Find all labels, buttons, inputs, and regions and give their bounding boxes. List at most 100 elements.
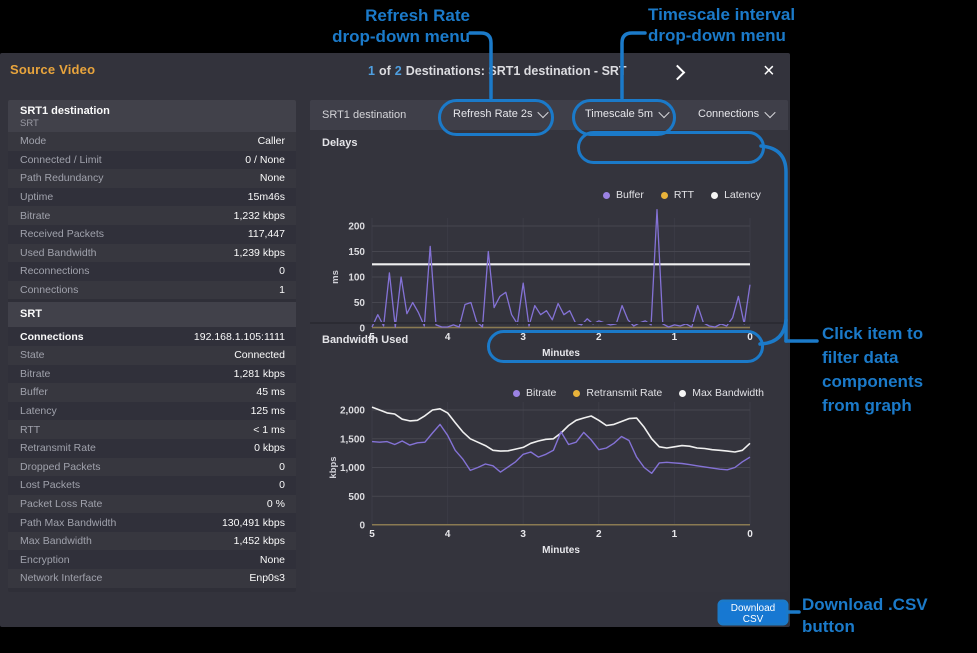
chevron-down-icon: [658, 106, 670, 119]
stat-label: Latency: [20, 405, 57, 418]
stat-value: 192.168.1.105:1111: [193, 330, 285, 343]
sidebar-stat-row: Reconnections 0: [8, 262, 296, 281]
stat-label: Path Redundancy: [20, 172, 104, 185]
stat-value: Enp0s3: [249, 572, 285, 585]
stat-value: 1,239 kbps: [233, 246, 285, 259]
dialog-title: 1 of 2 Destinations: SRT1 destination - SRT: [368, 64, 631, 78]
svg-text:ms: ms: [330, 270, 341, 284]
stat-value: 0: [279, 479, 285, 492]
close-icon[interactable]: ×: [763, 60, 775, 82]
stat-label: Retransmit Rate: [20, 442, 96, 455]
sidebar-stat-row: Used Bandwidth 1,239 kbps: [8, 243, 296, 263]
stat-value: None: [259, 553, 285, 566]
svg-text:1: 1: [672, 332, 678, 343]
svg-text:0: 0: [359, 324, 365, 335]
annotation-download-csv-note: Download .CSV button: [802, 594, 972, 638]
stat-value: Caller: [257, 135, 285, 148]
legend-label: Buffer: [616, 189, 644, 201]
bandwidth-legend: Bitrate Retransmit Rate Max Bandwidth: [513, 387, 764, 399]
svg-text:1,500: 1,500: [340, 434, 365, 445]
next-destination-chevron-icon[interactable]: [672, 64, 682, 82]
dialog-title-of: of: [378, 64, 391, 78]
sidebar-stat-row: Connections 192.168.1.105:1111: [8, 327, 296, 346]
refresh-rate-dropdown[interactable]: Refresh Rate 2s: [453, 106, 550, 120]
stat-label: Connections: [20, 284, 79, 297]
connections-dropdown[interactable]: Connections: [698, 106, 776, 120]
legend-item-rtt[interactable]: RTT: [660, 189, 695, 201]
stat-label: Packet Loss Rate: [20, 497, 103, 510]
annotation-refresh-rate-note: Refresh Rate drop-down menu: [300, 5, 470, 47]
legend-dot-icon: [711, 191, 719, 199]
source-video-link[interactable]: Source Video: [10, 62, 96, 77]
legend-item-max-bandwidth[interactable]: Max Bandwidth: [679, 387, 764, 399]
svg-text:4: 4: [445, 332, 451, 343]
sidebar-stat-row: Latency 125 ms: [8, 401, 296, 421]
stat-label: State: [20, 349, 45, 362]
sidebar-stat-row: Dropped Packets 0: [8, 457, 296, 477]
stat-value: < 1 ms: [253, 423, 285, 436]
stat-label: Buffer: [20, 386, 48, 399]
svg-text:1,000: 1,000: [340, 463, 365, 474]
sidebar-stat-row: Path Max Bandwidth 130,491 kbps: [8, 513, 296, 532]
annotation-line: drop-down menu: [332, 27, 470, 46]
download-csv-button[interactable]: Download CSV: [720, 602, 786, 625]
annotation-line: drop-down menu: [648, 26, 786, 45]
stat-label: Uptime: [20, 191, 54, 204]
stat-label: RTT: [20, 423, 41, 436]
chevron-down-icon: [537, 106, 550, 119]
stat-value: None: [259, 172, 285, 185]
stat-label: Bitrate: [20, 209, 51, 222]
legend-label: RTT: [673, 189, 695, 201]
stat-label: Connections: [20, 330, 84, 343]
stat-value: 0: [279, 460, 285, 473]
stat-label: Lost Packets: [20, 479, 81, 492]
sidebar-stat-row: Connections 1: [8, 280, 296, 300]
sidebar-stat-row: Uptime 15m46s: [8, 187, 296, 207]
svg-text:50: 50: [354, 298, 366, 309]
charts-toolbar: SRT1 destination Refresh Rate 2s Timesca…: [310, 100, 788, 130]
sidebar-header: SRT1 destination SRT: [8, 100, 296, 132]
dialog-header: Source Video 1 of 2 Destinations: SRT1 dest…: [0, 53, 790, 100]
sidebar-stat-row: Encryption None: [8, 550, 296, 570]
svg-text:5: 5: [369, 529, 375, 540]
sidebar-stat-row: State Connected: [8, 345, 296, 365]
annotation-line: Click item to: [822, 324, 924, 343]
destination-count-current: 1: [368, 64, 375, 78]
svg-text:5: 5: [369, 332, 375, 343]
annotation-line: button: [802, 617, 855, 636]
legend-dot-icon: [513, 389, 520, 397]
delays-legend: Buffer RTT Latency: [603, 189, 761, 201]
stat-value: 125 ms: [250, 405, 285, 418]
refresh-rate-dropdown-label: Refresh Rate 2s: [453, 108, 533, 120]
charts-toolbar-title: SRT1 destination: [322, 109, 407, 121]
destination-stats-sidebar: SRT1 destination SRT Mode Caller Connected…: [8, 100, 296, 592]
legend-item-buffer[interactable]: Buffer: [603, 189, 644, 201]
svg-text:200: 200: [348, 222, 365, 233]
svg-text:Minutes: Minutes: [542, 545, 580, 556]
svg-text:4: 4: [445, 529, 451, 540]
sidebar-stat-row: Lost Packets 0: [8, 476, 296, 495]
connections-dropdown-label: Connections: [698, 108, 760, 120]
legend-label: Max Bandwidth: [692, 387, 765, 399]
svg-text:150: 150: [348, 247, 365, 258]
sidebar-stat-row: Connected / Limit 0 / None: [8, 150, 296, 170]
stat-value: 1,232 kbps: [233, 209, 285, 222]
sidebar-rows: Mode Caller Connected / Limit 0 / None Path …: [8, 132, 296, 588]
stat-value: 1,452 kbps: [233, 535, 285, 548]
annotation-timescale-note: Timescale interval drop-down menu: [648, 4, 818, 46]
svg-text:3: 3: [520, 332, 526, 343]
stat-value: 15m46s: [247, 191, 285, 204]
legend-dot-icon: [603, 191, 610, 199]
legend-item-latency[interactable]: Latency: [711, 189, 761, 201]
annotation-line: Refresh Rate: [365, 6, 470, 25]
timescale-dropdown[interactable]: Timescale 5m: [585, 106, 670, 120]
stat-label: Mode: [20, 135, 47, 148]
svg-text:500: 500: [348, 492, 365, 503]
stat-label: Received Packets: [20, 228, 105, 241]
legend-item-retransmit-rate[interactable]: Retransmit Rate: [573, 387, 662, 399]
destination-count-total: 2: [394, 64, 402, 78]
legend-item-bitrate[interactable]: Bitrate: [513, 387, 556, 399]
stat-label: Network Interface: [20, 572, 103, 585]
